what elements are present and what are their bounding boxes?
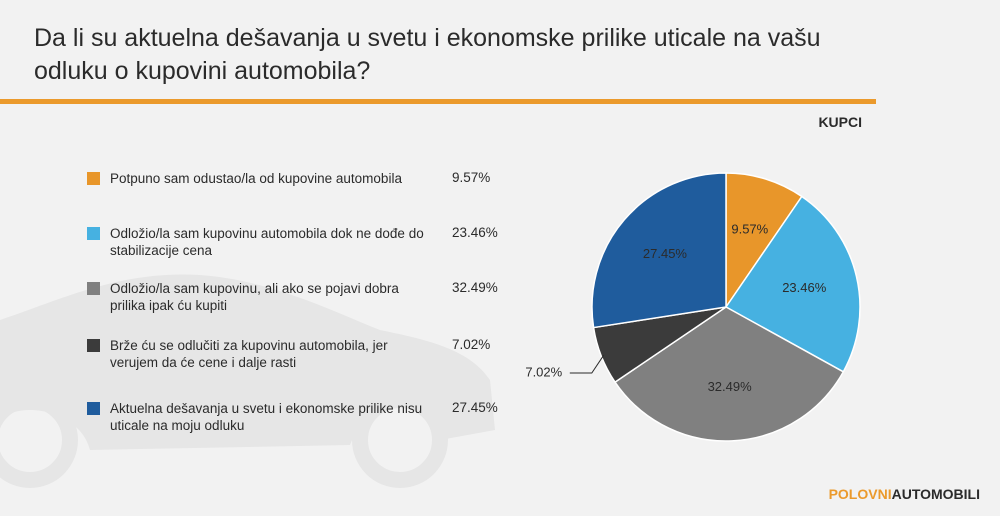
subtitle: KUPCI (818, 114, 862, 130)
legend-label: Odložio/la sam kupovinu automobila dok n… (110, 226, 424, 258)
divider (0, 99, 876, 104)
legend-swatch (87, 402, 100, 415)
legend-value: 27.45% (452, 400, 498, 415)
legend-swatch (87, 172, 100, 185)
legend-label: Brže ću se odlučiti za kupovinu automobi… (110, 338, 388, 370)
leader-line (569, 354, 605, 374)
legend-swatch (87, 339, 100, 352)
title: Da li su aktuelna dešavanja u svetu i ek… (34, 24, 821, 85)
legend-value: 9.57% (452, 170, 491, 185)
legend-swatch (87, 227, 100, 240)
legend-label: Potpuno sam odustao/la od kupovine autom… (110, 171, 402, 186)
slice-label: 27.45% (643, 246, 688, 261)
pie-slice (725, 172, 803, 310)
pie-slice (591, 172, 727, 329)
slice-label: 32.49% (708, 379, 753, 394)
logo-text: AUTOMOBILI (891, 486, 980, 502)
legend-label: Odložio/la sam kupovinu, ali ako se poja… (110, 281, 399, 313)
logo-text: POLOVNI (828, 486, 892, 502)
car-silhouette (0, 274, 495, 488)
legend-value: 23.46% (452, 225, 498, 240)
legend-label: Aktuelna dešavanja u svetu i ekonomske p… (110, 401, 423, 433)
legend-value: 32.49% (452, 280, 498, 295)
slice-label: 9.57% (731, 222, 768, 237)
slice-label: 7.02% (525, 364, 562, 379)
pie-slice (614, 306, 845, 442)
pie-slice (724, 195, 861, 373)
legend-value: 7.02% (452, 337, 491, 352)
legend-swatch (87, 282, 100, 295)
logo: POLOVNIAUTOMOBILI (829, 486, 980, 502)
slice-label: 23.46% (782, 280, 827, 295)
